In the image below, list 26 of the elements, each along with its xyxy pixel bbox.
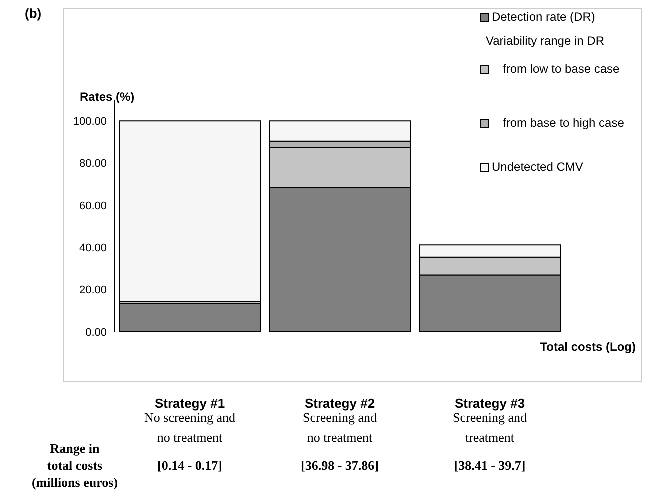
x-tick-label: Strategy #3 bbox=[454, 396, 526, 411]
text: [36.98 - 37.86] bbox=[300, 458, 380, 474]
y-axis-title: Rates (%) bbox=[80, 90, 135, 104]
y-tick-label: 80.00 bbox=[79, 158, 107, 170]
x-tick-label: Strategy #1 bbox=[154, 396, 226, 411]
legend-label: from low to base case bbox=[503, 62, 620, 76]
legend-label: from base to high case bbox=[503, 116, 624, 130]
y-tick-label: 40.00 bbox=[79, 242, 107, 255]
text: Screening and treatment bbox=[452, 410, 528, 447]
y-tick-label: 60.00 bbox=[79, 200, 107, 212]
text: [38.41 - 39.7] bbox=[453, 458, 527, 474]
text: Screening and no treatment bbox=[302, 410, 378, 447]
x-axis-title: Total costs (Log) bbox=[540, 340, 636, 354]
y-tick-label: 20.00 bbox=[79, 284, 107, 297]
legend-label: Undetected CMV bbox=[492, 160, 584, 174]
legend-label: Detection rate (DR) bbox=[492, 10, 596, 24]
legend-title: Variability range in DR bbox=[486, 34, 606, 48]
x-tick-label: Strategy #2 bbox=[304, 396, 376, 411]
y-tick-label: 100.00 bbox=[73, 116, 107, 128]
text: No screening and no treatment bbox=[144, 410, 236, 447]
bar bbox=[119, 303, 261, 332]
text: [0.14 - 0.17] bbox=[158, 458, 222, 473]
bar bbox=[119, 120, 261, 302]
chart-title: (b) bbox=[25, 6, 42, 21]
text: Range in total costs (millions euros) bbox=[30, 440, 120, 491]
y-tick-label: 0.00 bbox=[86, 326, 107, 339]
